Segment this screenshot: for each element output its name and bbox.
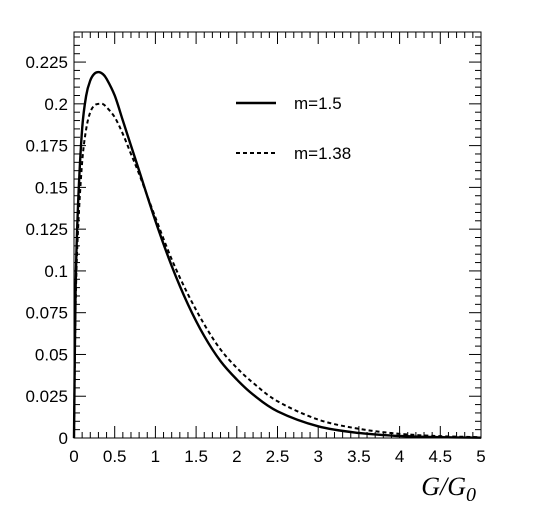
x-tick-label: 3 <box>313 447 322 466</box>
y-tick-label: 0.025 <box>25 387 68 406</box>
series-line-m1-38 <box>73 102 482 439</box>
legend: m=1.5 m=1.38 <box>236 94 351 163</box>
y-tick-label: 0.1 <box>44 262 68 281</box>
x-tick-label: 2 <box>232 447 241 466</box>
y-tick-label: 0.125 <box>25 220 68 239</box>
series-layer <box>72 70 482 439</box>
y-tick-label: 0.225 <box>25 53 68 72</box>
x-tick-label: 2.5 <box>266 447 290 466</box>
tick-labels-layer: 0 0.5 1 1.5 2 2.5 3 3.5 4 4.5 5 0 0.025 0.05 0.075 0.1 0… <box>25 53 485 466</box>
y-tick-label: 0.05 <box>35 345 68 364</box>
ticks-layer <box>73 32 482 439</box>
x-tick-label: 3.5 <box>347 447 371 466</box>
series-line-m1-5 <box>72 70 482 439</box>
y-tick-label: 0.175 <box>25 137 68 156</box>
x-axis-title-subscript: 0 <box>466 484 476 506</box>
x-tick-label: 0 <box>69 447 78 466</box>
y-tick-label: 0.075 <box>25 304 68 323</box>
y-tick-label: 0 <box>59 429 68 448</box>
legend-label: m=1.38 <box>294 144 351 163</box>
x-tick-label: 4.5 <box>428 447 452 466</box>
x-tick-label: 1 <box>151 447 160 466</box>
x-tick-label: 1.5 <box>184 447 208 466</box>
y-tick-label: 0.15 <box>35 178 68 197</box>
y-tick-label: 0.2 <box>44 95 68 114</box>
x-tick-label: 5 <box>476 447 485 466</box>
x-axis-title-main: G/G <box>421 472 466 501</box>
x-axis-title: G/G0 <box>421 472 476 506</box>
plot-frame <box>73 31 482 439</box>
x-tick-label: 4 <box>395 447 404 466</box>
legend-label: m=1.5 <box>294 94 342 113</box>
x-tick-label: 0.5 <box>103 447 127 466</box>
